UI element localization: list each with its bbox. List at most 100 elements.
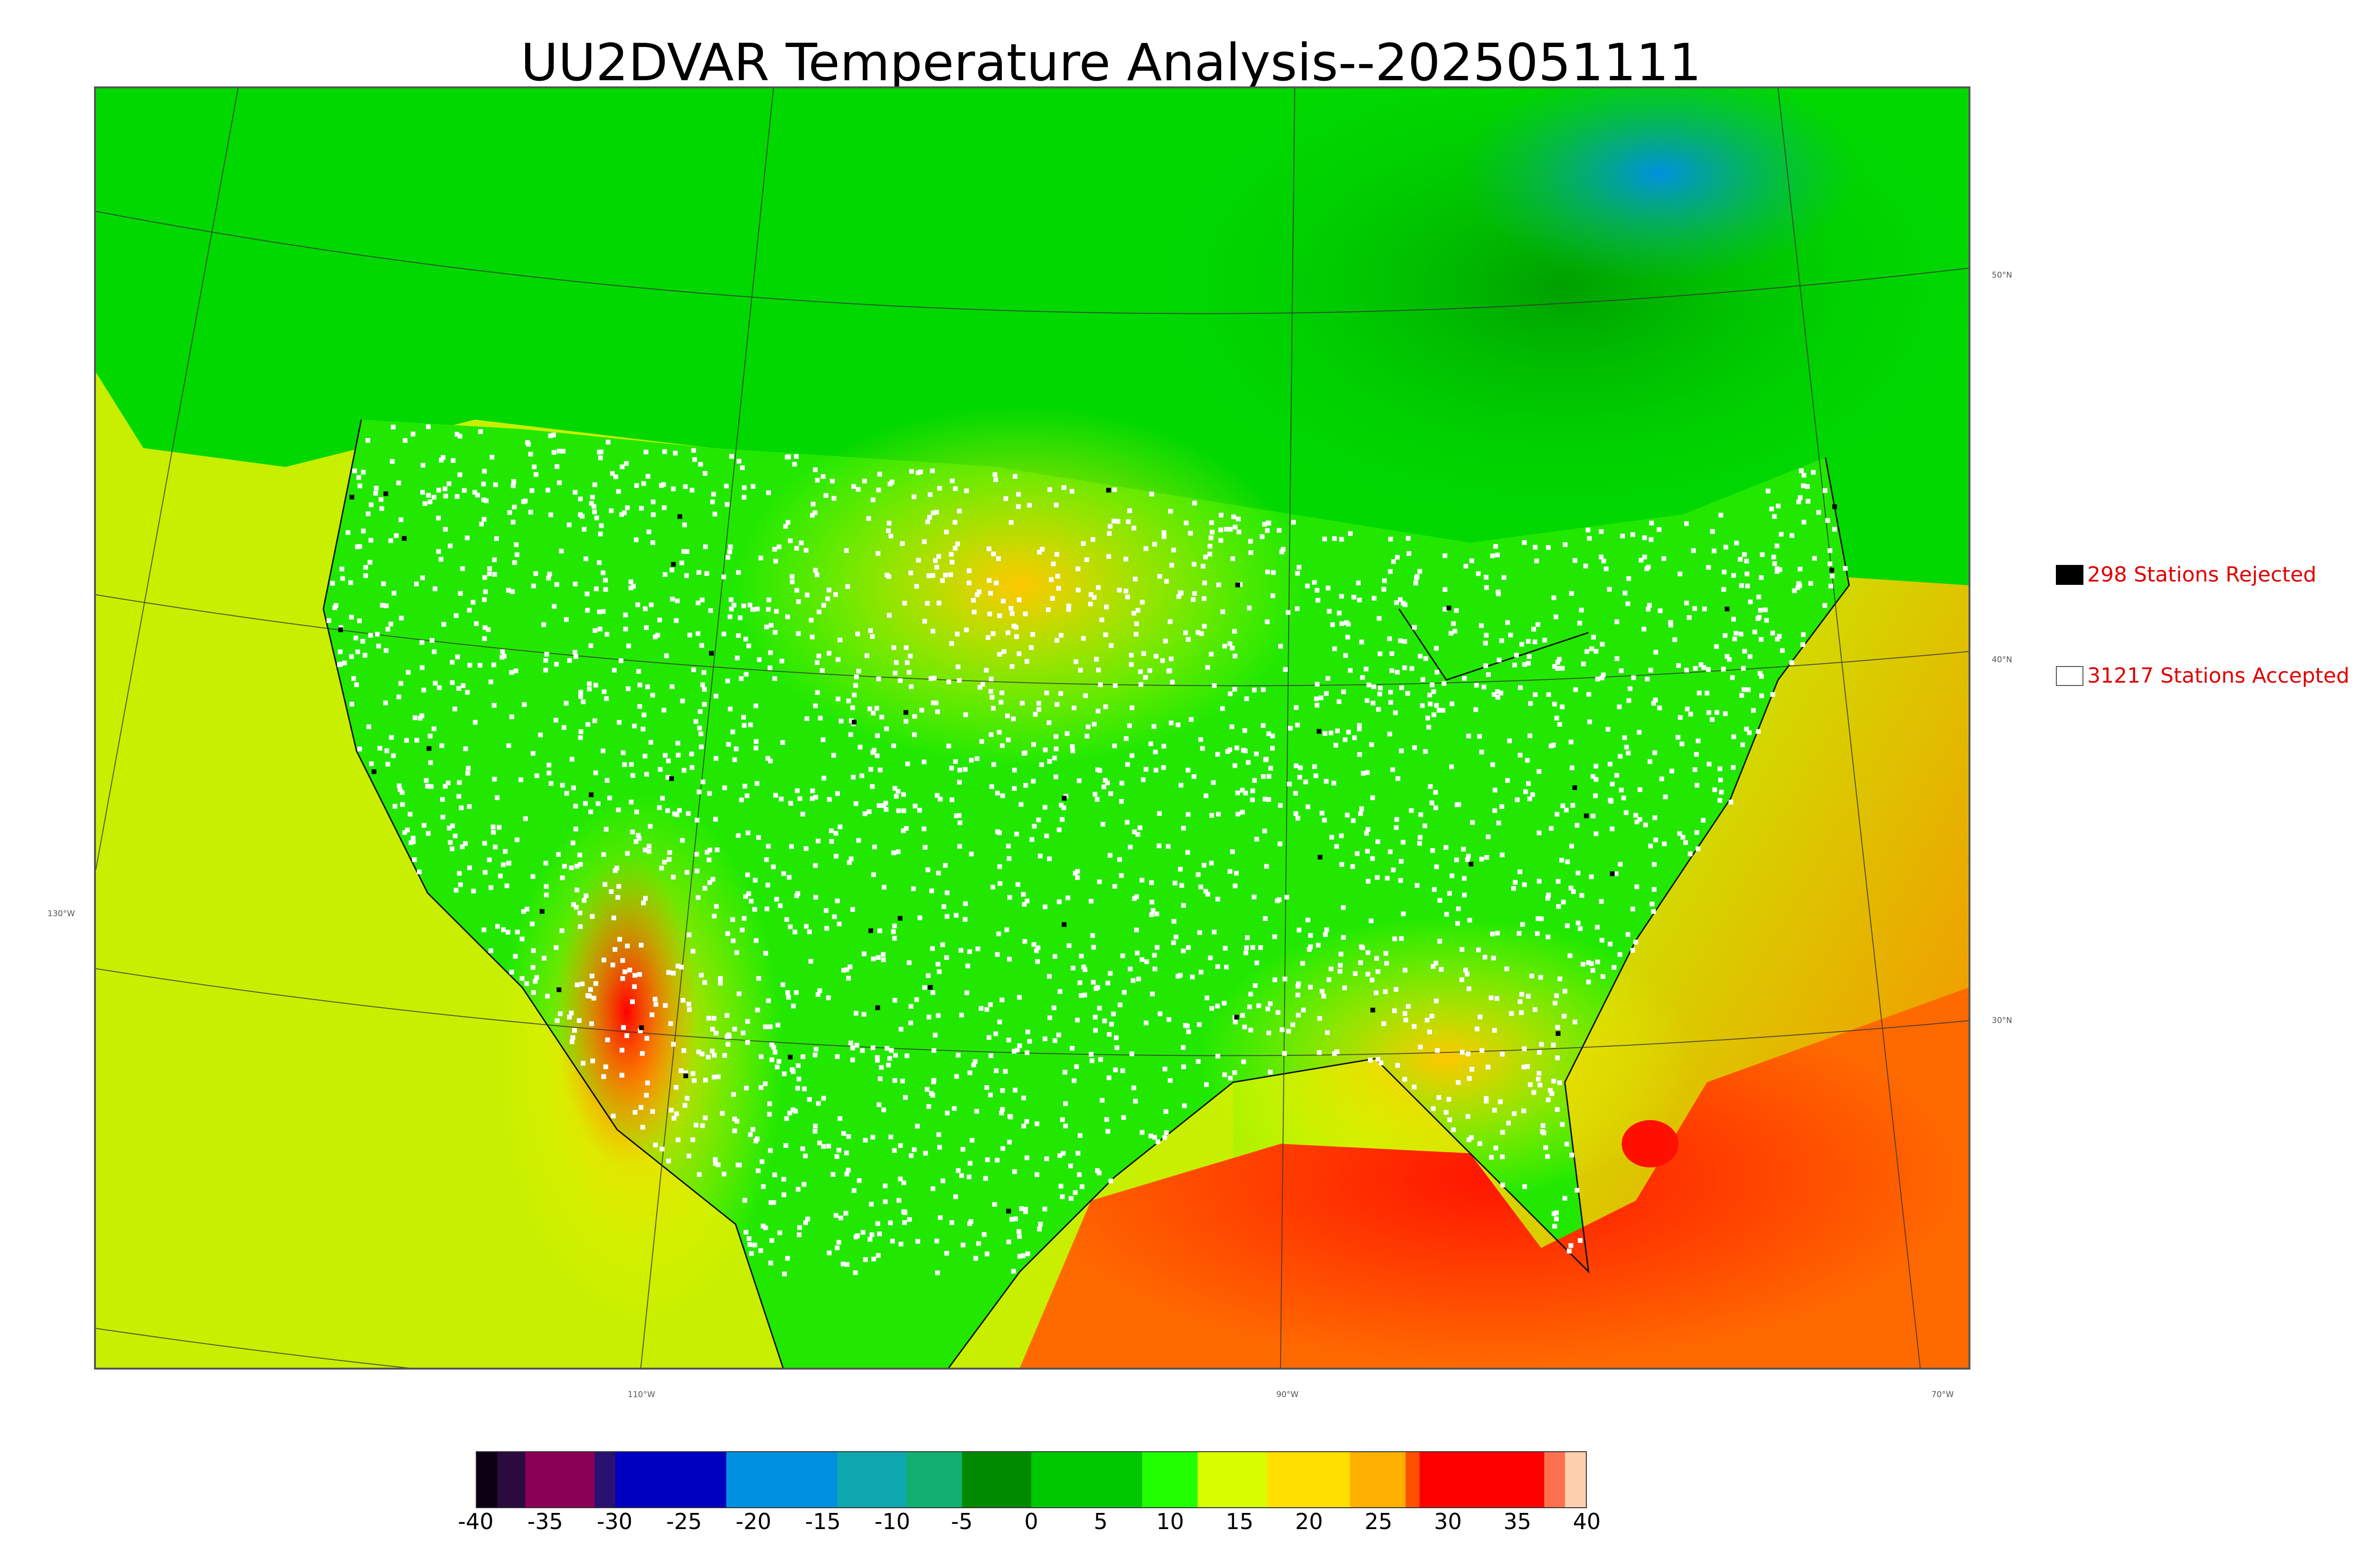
accepted-station	[944, 529, 949, 535]
accepted-station	[1523, 789, 1528, 794]
accepted-station	[1647, 602, 1652, 608]
accepted-station	[452, 833, 458, 838]
accepted-station	[1366, 879, 1371, 884]
accepted-station	[1215, 964, 1220, 969]
accepted-station	[1143, 675, 1148, 680]
accepted-station	[705, 850, 710, 855]
accepted-station	[590, 495, 595, 500]
accepted-station	[634, 537, 639, 543]
accepted-station	[1727, 657, 1732, 662]
accepted-station	[773, 793, 778, 798]
accepted-station	[1017, 597, 1022, 602]
accepted-station	[1069, 488, 1074, 494]
rejected-station	[868, 928, 873, 933]
accepted-station	[1394, 817, 1399, 822]
accepted-station	[967, 568, 972, 573]
accepted-station	[1822, 488, 1828, 493]
accepted-station	[572, 1028, 577, 1033]
accepted-station	[1527, 796, 1532, 801]
accepted-station	[1327, 977, 1331, 982]
accepted-station	[1469, 558, 1474, 563]
accepted-station	[524, 981, 529, 986]
accepted-station	[1377, 692, 1382, 697]
accepted-station	[602, 689, 607, 694]
accepted-station	[1011, 1268, 1016, 1274]
accepted-station	[1536, 916, 1541, 921]
accepted-station	[1560, 803, 1565, 808]
accepted-station	[1696, 738, 1701, 743]
accepted-station	[702, 687, 707, 692]
accepted-station	[1464, 972, 1470, 977]
accepted-station	[446, 481, 452, 486]
accepted-station	[1293, 763, 1299, 769]
accepted-station	[604, 696, 609, 701]
accepted-station	[749, 899, 754, 904]
accepted-station	[1358, 960, 1363, 966]
accepted-station	[702, 886, 707, 891]
accepted-station	[703, 1078, 708, 1083]
accepted-station	[888, 534, 894, 539]
accepted-station	[687, 932, 692, 938]
accepted-station	[510, 589, 515, 594]
accepted-station	[463, 746, 468, 751]
accepted-station	[952, 520, 958, 525]
accepted-station	[1053, 954, 1058, 959]
accepted-station	[397, 787, 403, 792]
accepted-station	[794, 454, 799, 459]
accepted-station	[1003, 496, 1008, 501]
accepted-station	[1466, 733, 1471, 739]
accepted-station	[898, 678, 903, 683]
accepted-station	[644, 1093, 649, 1098]
accepted-station	[691, 448, 696, 453]
accepted-station	[1770, 630, 1775, 636]
accepted-station	[844, 1150, 849, 1155]
accepted-station	[813, 795, 819, 800]
accepted-station	[1710, 529, 1715, 534]
accepted-station	[1403, 602, 1408, 607]
accepted-station	[1463, 967, 1468, 973]
accepted-station	[412, 857, 417, 862]
accepted-station	[844, 967, 849, 972]
accepted-station	[1532, 639, 1537, 645]
accepted-station	[874, 705, 879, 711]
accepted-station	[678, 1068, 684, 1073]
accepted-station	[725, 554, 731, 560]
temperature-map[interactable]	[94, 86, 1970, 1370]
accepted-station	[1160, 658, 1165, 663]
accepted-station	[1324, 691, 1329, 696]
accepted-station	[870, 634, 875, 639]
accepted-station	[1657, 705, 1662, 711]
accepted-station	[1500, 1154, 1505, 1159]
accepted-station	[362, 653, 367, 658]
accepted-station	[797, 796, 802, 801]
accepted-station	[623, 627, 628, 632]
accepted-station	[1593, 831, 1599, 836]
accepted-station	[1565, 859, 1570, 864]
accepted-station	[603, 578, 608, 583]
accepted-station	[605, 440, 611, 445]
accepted-station	[933, 558, 938, 563]
accepted-station	[380, 602, 385, 608]
accepted-station	[1533, 1007, 1538, 1012]
accepted-station	[1210, 529, 1215, 535]
accepted-station	[1134, 621, 1139, 627]
accepted-station	[522, 702, 527, 707]
accepted-station	[1158, 1011, 1163, 1016]
accepted-station	[456, 794, 462, 799]
accepted-station	[1277, 528, 1281, 533]
accepted-station	[1119, 780, 1124, 786]
accepted-station	[925, 867, 931, 873]
accepted-station	[769, 1057, 774, 1062]
accepted-station	[1369, 977, 1375, 983]
accepted-station	[408, 840, 414, 845]
accepted-station	[1536, 622, 1541, 627]
accepted-station	[1652, 815, 1658, 820]
accepted-station	[1434, 646, 1439, 651]
accepted-station	[1614, 656, 1620, 661]
accepted-station	[796, 599, 801, 604]
accepted-station	[1622, 591, 1628, 596]
accepted-station	[997, 613, 1002, 619]
accepted-station	[922, 619, 927, 624]
accepted-station	[1718, 513, 1724, 518]
accepted-station	[459, 805, 464, 810]
